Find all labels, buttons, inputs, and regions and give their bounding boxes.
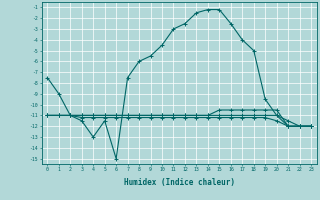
X-axis label: Humidex (Indice chaleur): Humidex (Indice chaleur) [124, 178, 235, 187]
